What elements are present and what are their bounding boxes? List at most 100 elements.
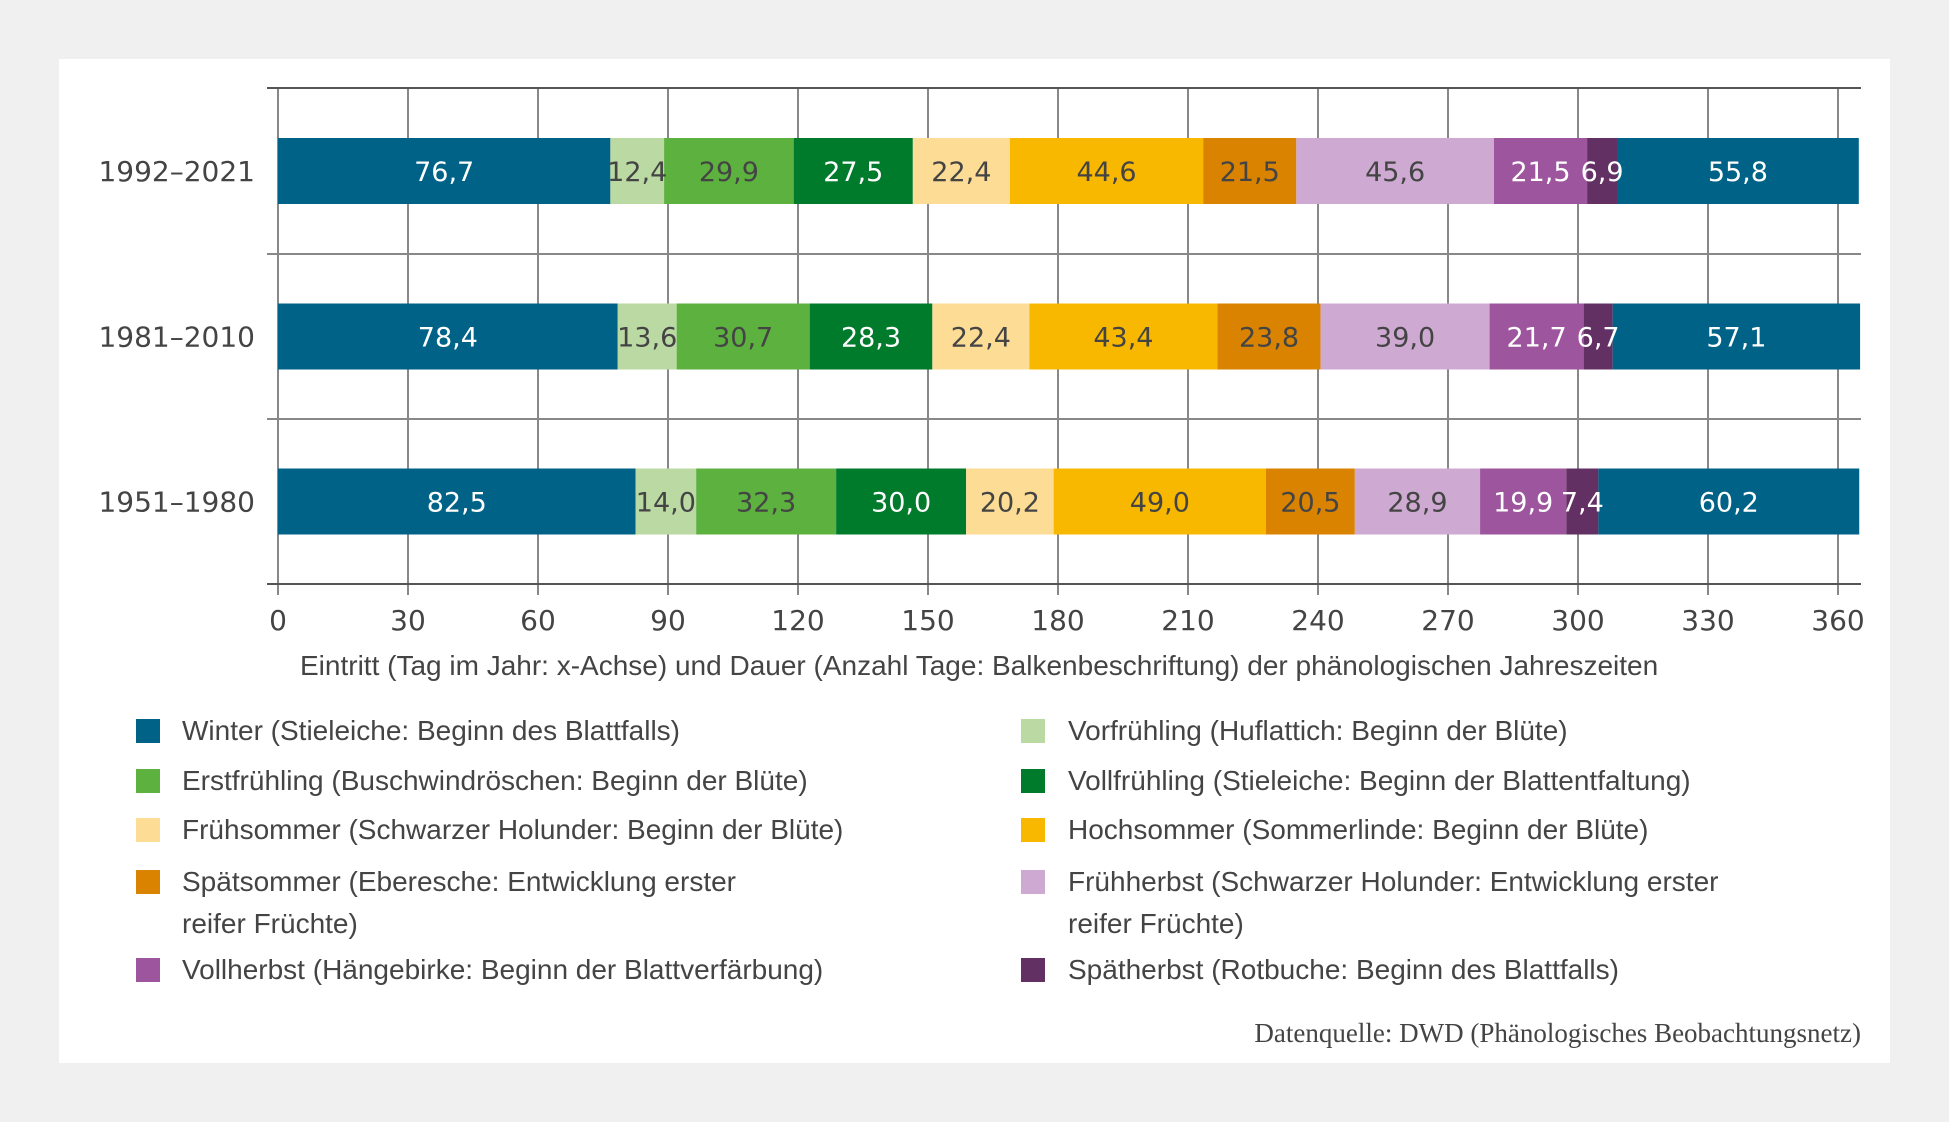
legend-swatch	[136, 870, 160, 894]
bar-value-label: 76,7	[414, 157, 474, 188]
bar-segment	[1587, 138, 1617, 204]
bar-labels: 76,7 12,4 29,9 27,5 22,4 44,6 21,5 45,6 21,5 6,9 5…	[414, 157, 1768, 519]
bar-segment	[1598, 468, 1860, 535]
chart-panel	[59, 59, 1890, 1063]
legend-label: Winter (Stieleiche: Beginn des Blattfall…	[182, 715, 680, 746]
x-axis-tick-label: 120	[771, 604, 824, 637]
legend-label: Erstfrühling (Buschwindröschen: Beginn d…	[182, 765, 808, 796]
bar-segment	[1053, 468, 1266, 535]
bar-segment	[809, 303, 933, 370]
legend-swatch	[1021, 769, 1045, 793]
bar-segment	[836, 468, 967, 535]
x-axis-tick-label: 300	[1551, 604, 1604, 637]
bar-segment	[617, 303, 677, 370]
bar-chart: 76,7 12,4 29,9 27,5 22,4 44,6 21,5 45,6 21,5 6,9 5…	[98, 87, 1865, 637]
bar-segment	[1029, 303, 1218, 370]
bar-segment	[932, 303, 1030, 370]
x-axis-tick-label: 60	[520, 604, 556, 637]
legend-swatch	[136, 818, 160, 842]
x-axis-tick-label: 150	[901, 604, 954, 637]
bar-segment	[1354, 468, 1481, 535]
bar-value-label: 82,5	[427, 488, 487, 519]
bar-value-label: 44,6	[1076, 157, 1136, 188]
y-axis-category-label: 1951–1980	[98, 486, 255, 519]
bar-segment	[966, 468, 1054, 535]
legend-label: reifer Früchte)	[1068, 908, 1244, 939]
bar-value-label: 27,5	[823, 157, 883, 188]
bar-value-label: 22,4	[931, 157, 991, 188]
bar-segment	[1009, 138, 1204, 204]
bar-value-label: 57,1	[1706, 323, 1766, 354]
bar-value-label: 60,2	[1699, 488, 1759, 519]
legend-swatch	[1021, 958, 1045, 982]
y-axis-category-label: 1981–2010	[98, 321, 255, 354]
x-axis-tick-label: 30	[390, 604, 426, 637]
bar-value-label: 30,0	[871, 488, 931, 519]
bar-segment	[664, 138, 794, 204]
legend-label: reifer Früchte)	[182, 908, 358, 939]
legend-label: Spätherbst (Rotbuche: Beginn des Blattfa…	[1068, 954, 1619, 985]
bar-segment	[676, 303, 810, 370]
bar-value-label: 19,9	[1493, 488, 1553, 519]
bar-segment	[1489, 303, 1584, 370]
legend-swatch	[1021, 870, 1045, 894]
x-axis-tick-labels: 0 30 60 90 120 150 180 210 240 270 300 330 360	[269, 604, 1865, 637]
bar-value-label: 6,7	[1577, 323, 1620, 354]
legend-swatch	[136, 958, 160, 982]
legend-swatch	[136, 719, 160, 743]
bar-segment	[610, 138, 665, 204]
bar-value-label: 43,4	[1093, 323, 1153, 354]
x-axis-tick-label: 330	[1681, 604, 1734, 637]
bar-segment	[1583, 303, 1613, 370]
x-axis-title: Eintritt (Tag im Jahr: x-Achse) und Daue…	[300, 650, 1659, 681]
bar-value-label: 45,6	[1365, 157, 1425, 188]
bar-value-label: 13,6	[617, 323, 677, 354]
bar-segment	[278, 303, 618, 370]
bar-value-label: 28,9	[1387, 488, 1447, 519]
legend-swatch	[1021, 719, 1045, 743]
bar-segment	[1296, 138, 1494, 204]
x-axis-tick-label: 210	[1161, 604, 1214, 637]
bar-segment	[1266, 468, 1355, 535]
bar-value-label: 55,8	[1708, 157, 1768, 188]
legend-label: Spätsommer (Eberesche: Entwicklung erste…	[182, 866, 736, 897]
bar-value-label: 32,3	[736, 488, 796, 519]
bar-value-label: 20,5	[1280, 488, 1340, 519]
bar-value-label: 21,7	[1507, 323, 1567, 354]
bar-segment	[278, 138, 611, 204]
bar-value-label: 78,4	[418, 323, 478, 354]
bar-segment	[1217, 303, 1321, 370]
bar-segment	[635, 468, 697, 535]
bar-value-label: 29,9	[699, 157, 759, 188]
legend-label: Frühsommer (Schwarzer Holunder: Beginn d…	[182, 814, 844, 845]
bar-value-label: 23,8	[1239, 323, 1299, 354]
bar-segment	[278, 468, 636, 535]
y-axis-labels: 1992–2021 1981–2010 1951–1980	[98, 155, 255, 519]
legend-label: Vollfrühling (Stieleiche: Beginn der Bla…	[1068, 765, 1691, 796]
x-axis-tick-label: 270	[1421, 604, 1474, 637]
bar-segment	[912, 138, 1010, 204]
bar-value-label: 7,4	[1561, 488, 1604, 519]
bar-value-label: 49,0	[1130, 488, 1190, 519]
bar-segment	[1320, 303, 1490, 370]
bar-segment	[1617, 138, 1859, 204]
x-axis-tick-label: 180	[1031, 604, 1084, 637]
legend-label: Vollherbst (Hängebirke: Beginn der Blatt…	[182, 954, 824, 985]
x-axis-tick-label: 360	[1811, 604, 1864, 637]
bar-value-label: 22,4	[951, 323, 1011, 354]
bar-value-label: 20,2	[980, 488, 1040, 519]
bar-value-label: 39,0	[1375, 323, 1435, 354]
y-axis-category-label: 1992–2021	[98, 155, 255, 188]
bar-value-label: 30,7	[713, 323, 773, 354]
bar-segment	[1493, 138, 1588, 204]
bar-segment	[696, 468, 837, 535]
bar-value-label: 21,5	[1510, 157, 1570, 188]
legend-label: Hochsommer (Sommerlinde: Beginn der Blüt…	[1068, 814, 1649, 845]
legend-swatch	[1021, 818, 1045, 842]
bar-value-label: 28,3	[841, 323, 901, 354]
bar-value-label: 12,4	[607, 157, 667, 188]
bar-segment	[1480, 468, 1567, 535]
data-source: Datenquelle: DWD (Phänologisches Beobach…	[1254, 1018, 1861, 1048]
bar-segment	[1612, 303, 1861, 370]
x-axis-tick-label: 90	[650, 604, 686, 637]
